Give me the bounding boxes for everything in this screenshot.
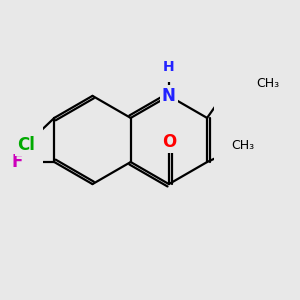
Text: CH₃: CH₃ [232, 139, 255, 152]
Text: N: N [162, 87, 176, 105]
Text: Cl: Cl [17, 136, 34, 154]
Text: F: F [11, 153, 22, 171]
Text: O: O [162, 133, 176, 151]
Text: CH₃: CH₃ [256, 77, 279, 90]
Text: H: H [163, 60, 175, 74]
